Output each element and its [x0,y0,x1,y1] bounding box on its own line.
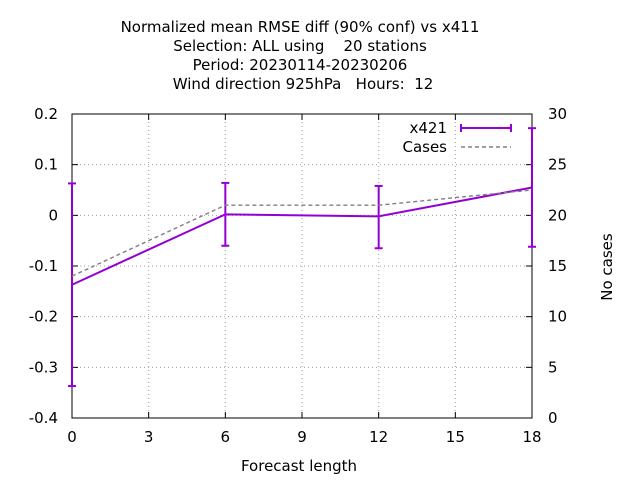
series-line-x421 [71,186,533,286]
y2-tick-label: 25 [548,156,567,174]
y-tick-label: -0.4 [29,409,58,427]
y-tick-label: -0.1 [29,257,58,275]
x-tick-label: 0 [67,428,77,446]
y-tick-label: 0.1 [34,156,58,174]
x-tick-label: 9 [297,428,307,446]
y2-tick-label: 5 [548,358,558,376]
legend-label: Cases [402,138,447,156]
x-tick-label: 18 [522,428,541,446]
axis-ticks: 0 3 6 9 12 15 18 -0.4 -0.3 -0.2 -0.1 0 0.1 0.2 0 5 10 15 2… [29,105,567,446]
series-line-cases [71,189,533,277]
series-layer [68,127,536,388]
x-tick-label: 3 [144,428,154,446]
y2-tick-label: 10 [548,308,567,326]
title-line-2: Selection: ALL using 20 stations [173,37,427,55]
title-line-4: Wind direction 925hPa Hours: 12 [173,75,434,93]
legend-label: x421 [409,119,447,137]
title-line-1: Normalized mean RMSE diff (90% conf) vs … [121,18,480,36]
y2-axis-label: No cases [598,233,616,301]
y2-tick-label: 0 [548,409,558,427]
x-tick-label: 6 [221,428,231,446]
y2-tick-label: 15 [548,257,567,275]
grid [72,114,532,418]
x-tick-label: 12 [369,428,388,446]
y-tick-label: 0.2 [34,105,58,123]
y-tick-label: -0.3 [29,358,58,376]
chart-titles: Normalized mean RMSE diff (90% conf) vs … [121,18,480,93]
x-axis-label: Forecast length [241,457,357,475]
y-tick-label: 0 [48,206,58,224]
y-tick-label: -0.2 [29,308,58,326]
y2-tick-label: 20 [548,206,567,224]
title-line-3: Period: 20230114-20230206 [193,56,408,74]
y2-tick-label: 30 [548,105,567,123]
x-tick-label: 15 [446,428,465,446]
